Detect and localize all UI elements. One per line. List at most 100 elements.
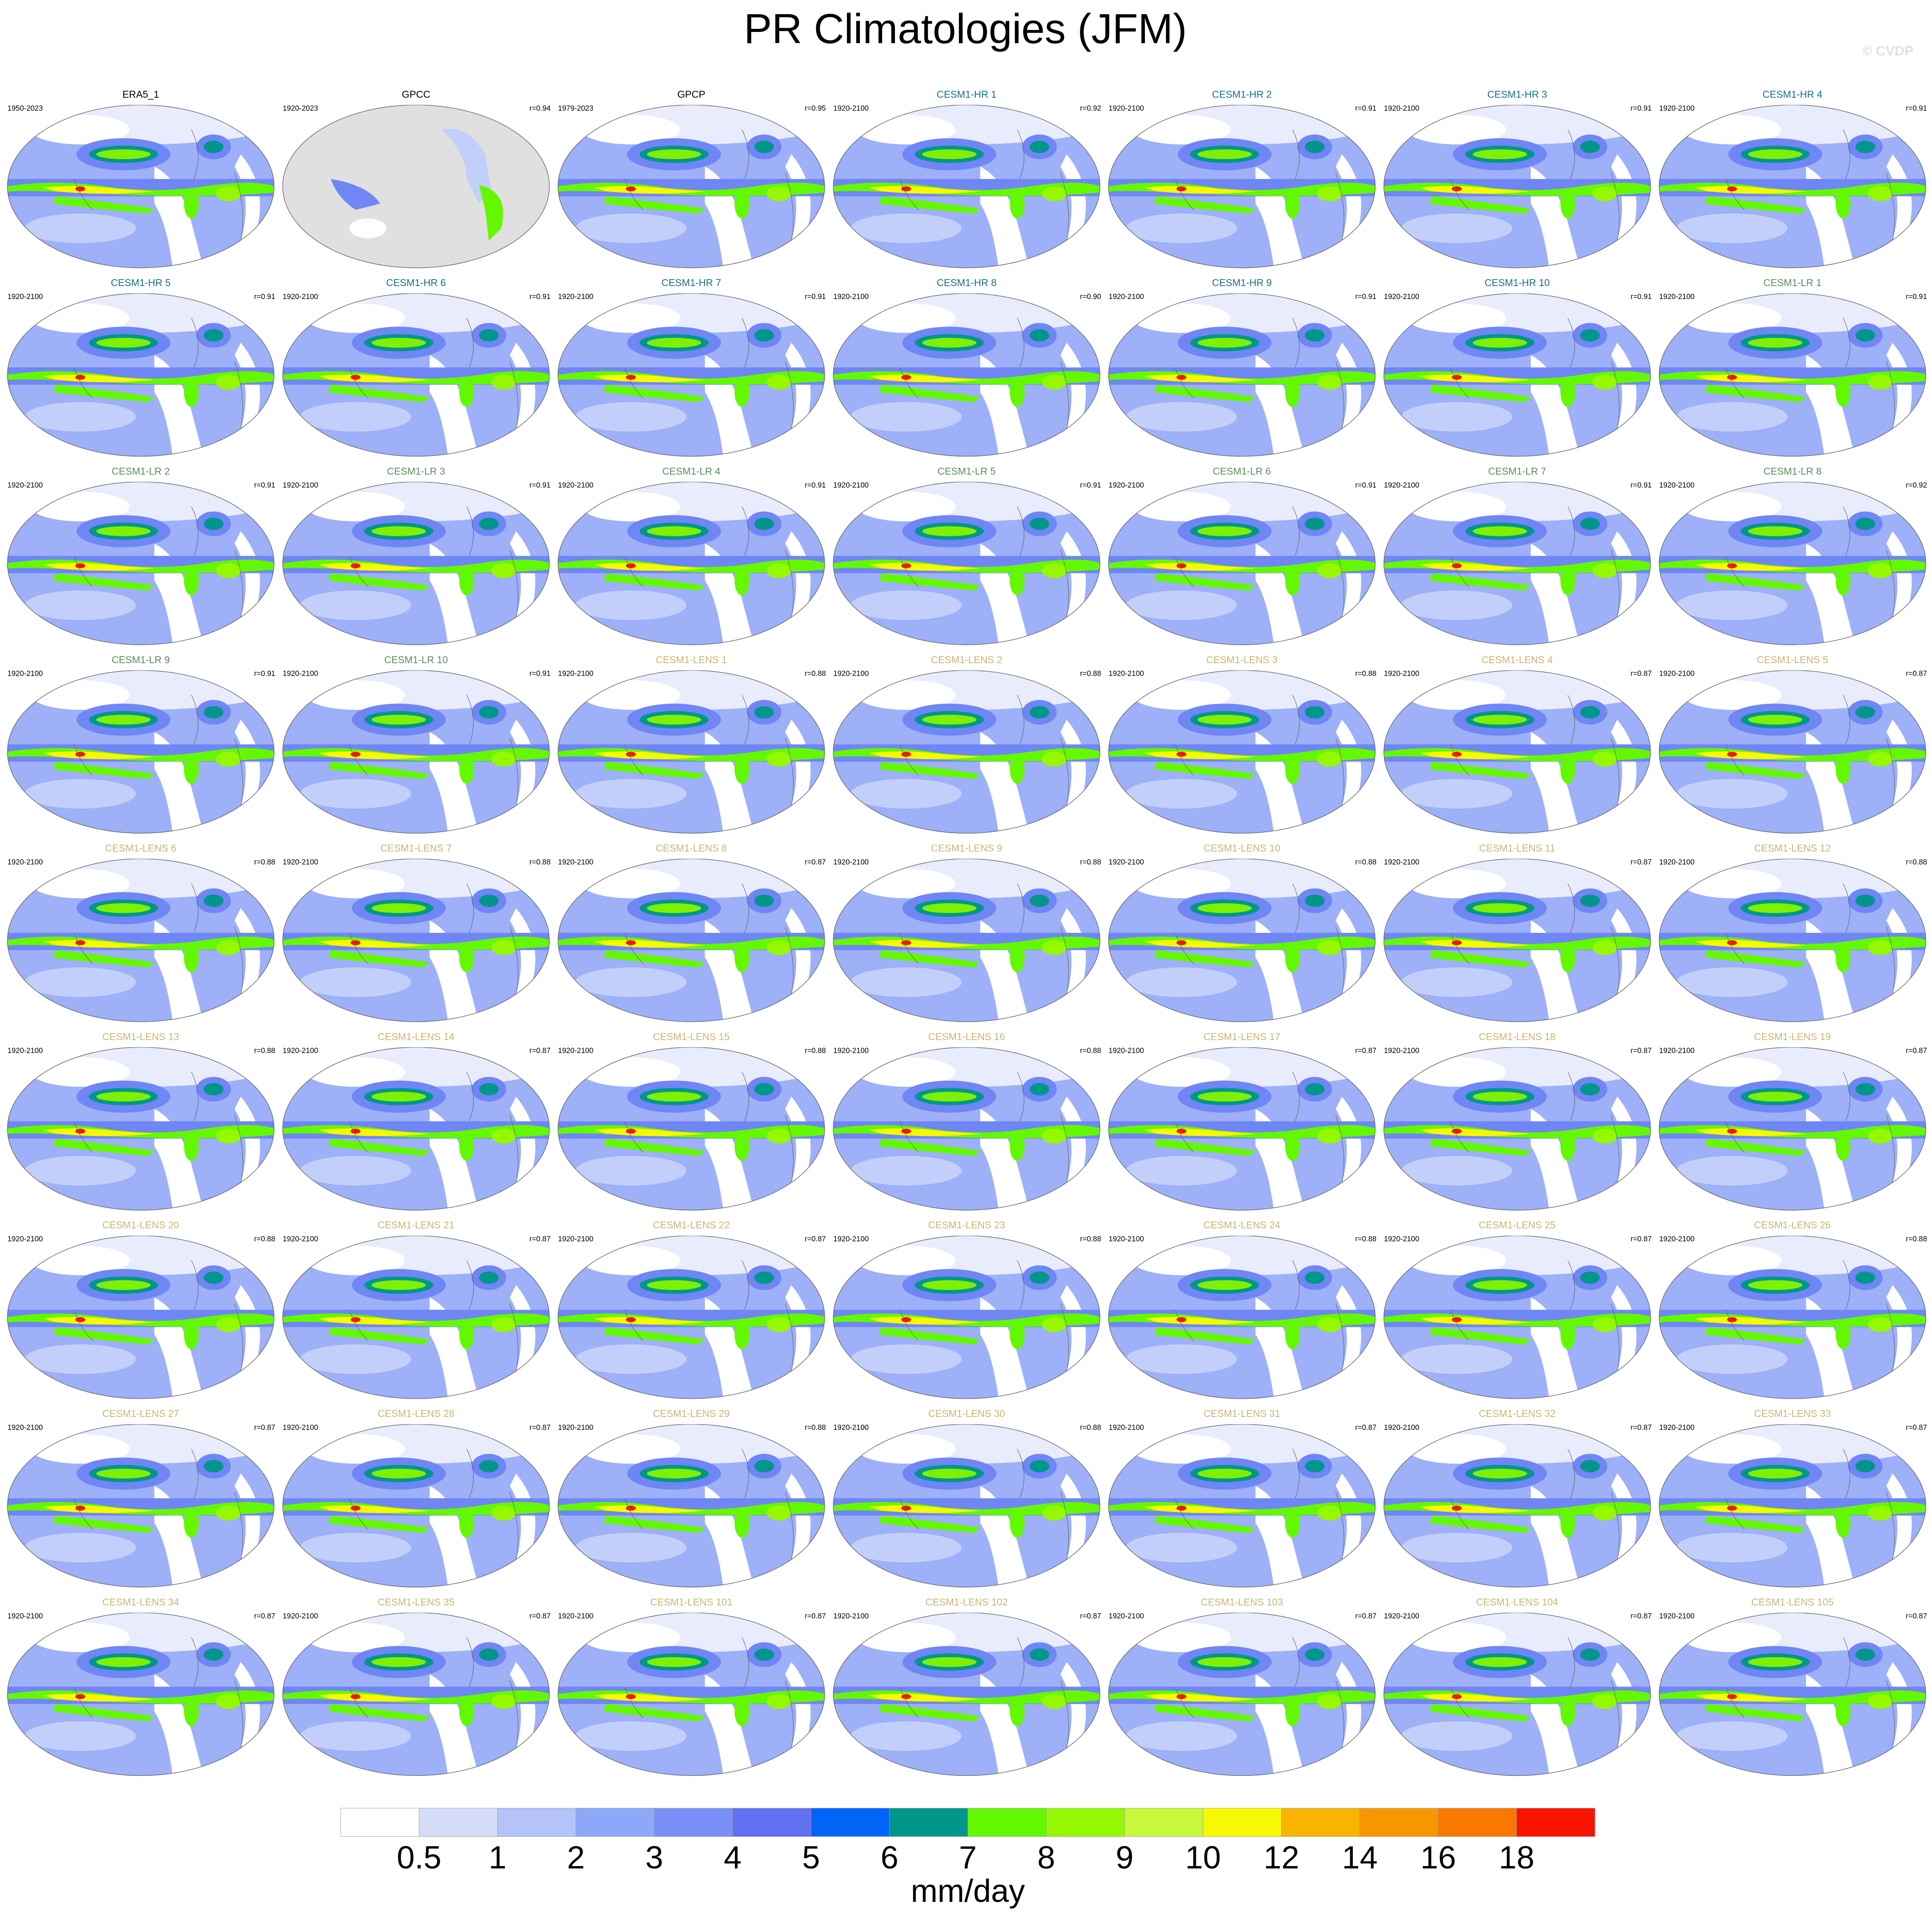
colorbar-box <box>1438 1808 1517 1837</box>
map <box>1369 467 1665 646</box>
panel-title: CESM1-LENS 32 <box>1479 1408 1556 1419</box>
panel-title: CESM1-HR 3 <box>1487 88 1547 100</box>
panel-period: 1920-2100 <box>283 1234 318 1243</box>
map <box>543 655 840 834</box>
panel-correlation: r=0.91 <box>1906 292 1927 301</box>
colorbar-box <box>968 1808 1046 1837</box>
panel-title: CESM1-LENS 22 <box>653 1219 730 1231</box>
colorbar-box <box>811 1808 890 1837</box>
panel-period: 1920-2100 <box>1384 1612 1419 1620</box>
panel-period: 1920-2100 <box>1659 481 1695 489</box>
map <box>1644 655 1932 834</box>
map <box>1094 279 1390 458</box>
map <box>1369 1032 1665 1212</box>
panel-period: 1920-2100 <box>1109 1612 1144 1620</box>
panel-period: 1920-2100 <box>7 858 43 866</box>
panel-correlation: r=0.87 <box>1630 1423 1651 1432</box>
map <box>1094 655 1390 834</box>
map <box>0 844 289 1023</box>
panel-period: 1920-2100 <box>1384 1234 1419 1243</box>
map <box>1369 655 1665 834</box>
panel-correlation: r=0.95 <box>805 104 826 112</box>
panel-title: CESM1-LR 1 <box>1763 277 1822 288</box>
panel-period: 1920-2100 <box>833 1234 869 1243</box>
panel-title: CESM1-LENS 103 <box>1201 1596 1283 1608</box>
panel-period: 1920-2100 <box>283 669 318 678</box>
map <box>268 1598 564 1777</box>
colorbar-label: 0.5 <box>397 1840 441 1876</box>
map <box>1644 90 1932 269</box>
colorbar-box <box>1203 1808 1282 1837</box>
map <box>819 90 1115 269</box>
panel-period: 1920-2100 <box>1659 1423 1695 1432</box>
panel-period: 1920-2100 <box>1384 1046 1419 1054</box>
watermark: © CVDP <box>1862 43 1913 58</box>
panel-correlation: r=0.91 <box>254 292 275 301</box>
panel-correlation: r=0.87 <box>1906 1046 1927 1054</box>
map <box>0 1221 289 1400</box>
panel-period: 1920-2100 <box>1659 858 1695 866</box>
panel-correlation: r=0.91 <box>254 481 275 489</box>
panel-period: 1920-2100 <box>1109 858 1144 866</box>
panel-title: CESM1-LENS 23 <box>928 1219 1005 1231</box>
panel-title: CESM1-LENS 17 <box>1204 1031 1280 1042</box>
panel-correlation: r=0.91 <box>1355 481 1377 489</box>
figure-title: PR Climatologies (JFM) <box>744 5 1187 52</box>
colorbar-unit: mm/day <box>911 1873 1025 1909</box>
map <box>1644 1032 1932 1212</box>
panel-period: 1950-2023 <box>7 104 43 112</box>
colorbar-label: 18 <box>1499 1840 1535 1876</box>
panel-period: 1920-2100 <box>833 669 869 678</box>
panel-correlation: r=0.87 <box>529 1612 551 1620</box>
colorbar-box <box>1359 1808 1439 1837</box>
panel-title: CESM1-LENS 1 <box>656 654 727 665</box>
panel-correlation: r=0.88 <box>805 669 826 678</box>
map <box>1094 844 1390 1023</box>
panel-correlation: r=0.88 <box>1080 669 1101 678</box>
panel-correlation: r=0.87 <box>529 1234 551 1243</box>
colorbar-label: 10 <box>1185 1840 1221 1876</box>
map <box>543 279 840 458</box>
panel-period: 1920-2100 <box>558 1612 593 1620</box>
map <box>543 1598 840 1777</box>
panel-title: CESM1-LENS 35 <box>378 1596 454 1608</box>
panel-correlation: r=0.87 <box>1355 1046 1377 1054</box>
panel-title: CESM1-LENS 29 <box>653 1408 730 1419</box>
panel-period: 1920-2100 <box>7 1423 43 1432</box>
panel-title: CESM1-HR 6 <box>386 277 446 288</box>
map <box>268 655 564 834</box>
panel-correlation: r=0.88 <box>1080 1423 1101 1432</box>
colorbar-label: 12 <box>1264 1840 1299 1876</box>
panel-title: CESM1-LENS 105 <box>1751 1596 1834 1608</box>
panel-period: 1920-2100 <box>1384 104 1419 112</box>
panel-period: 1920-2100 <box>1109 292 1144 301</box>
panel-period: 1920-2100 <box>7 1612 43 1620</box>
panel-title: CESM1-HR 4 <box>1762 88 1822 100</box>
map <box>281 105 551 269</box>
panel-title: CESM1-LENS 21 <box>378 1219 454 1231</box>
colorbar-box <box>576 1808 655 1837</box>
panel-title: CESM1-LENS 15 <box>653 1031 730 1042</box>
panel-correlation: r=0.87 <box>805 1612 826 1620</box>
map <box>1644 844 1932 1023</box>
panel-period: 1920-2100 <box>833 481 869 489</box>
panel-title: GPCC <box>402 88 430 100</box>
panel-period: 1920-2100 <box>1384 858 1419 866</box>
map <box>0 1032 289 1212</box>
panel-title: CESM1-LENS 24 <box>1204 1219 1280 1231</box>
panel-period: 1920-2100 <box>1109 481 1144 489</box>
map <box>543 844 840 1023</box>
panel-title: CESM1-LENS 5 <box>1757 654 1828 665</box>
panel-title: CESM1-LENS 20 <box>102 1219 179 1231</box>
map <box>1644 1598 1932 1777</box>
panel-period: 1920-2100 <box>1109 104 1144 112</box>
panel-period: 1920-2100 <box>1659 1046 1695 1054</box>
panel-correlation: r=0.91 <box>1080 481 1101 489</box>
panel-correlation: r=0.87 <box>254 1612 275 1620</box>
panel-correlation: r=0.88 <box>1080 858 1101 866</box>
panel-period: 1920-2100 <box>558 858 593 866</box>
map <box>268 279 564 458</box>
panel-title: CESM1-LENS 13 <box>102 1031 179 1042</box>
panel-correlation: r=0.87 <box>805 858 826 866</box>
